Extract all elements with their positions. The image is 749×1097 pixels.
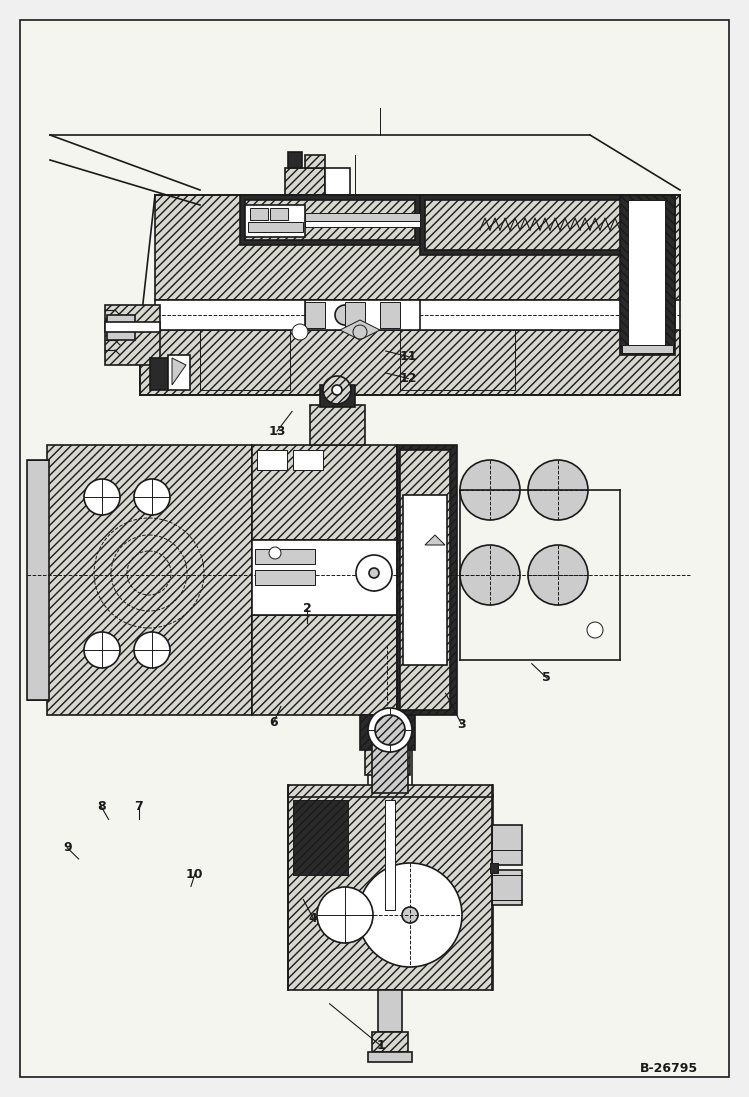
Bar <box>397 445 457 715</box>
Bar <box>620 195 675 355</box>
Text: 1: 1 <box>376 1039 385 1052</box>
Bar <box>622 344 673 353</box>
Bar <box>360 715 415 750</box>
Bar <box>288 152 302 168</box>
Bar <box>252 445 397 540</box>
Bar <box>628 200 665 348</box>
Bar <box>293 450 323 470</box>
Text: 12: 12 <box>399 372 417 385</box>
Bar <box>168 355 190 391</box>
Polygon shape <box>172 358 186 385</box>
Text: B-26795: B-26795 <box>640 1062 698 1074</box>
Bar <box>257 450 287 470</box>
Bar <box>252 540 397 615</box>
Bar <box>150 358 168 391</box>
Polygon shape <box>425 535 445 545</box>
Bar <box>47 445 252 715</box>
Bar <box>490 863 498 873</box>
Circle shape <box>460 460 520 520</box>
Bar <box>105 323 160 332</box>
Polygon shape <box>340 320 380 340</box>
Bar <box>270 208 288 220</box>
Bar <box>255 570 315 585</box>
Bar <box>305 213 420 220</box>
Bar <box>240 195 420 245</box>
Bar <box>310 405 365 445</box>
Circle shape <box>587 622 603 638</box>
Circle shape <box>292 324 308 340</box>
Bar <box>325 168 350 195</box>
Bar <box>27 460 49 700</box>
Circle shape <box>134 632 170 668</box>
Bar <box>345 302 365 328</box>
Text: 10: 10 <box>186 868 204 881</box>
Text: 6: 6 <box>269 716 278 730</box>
Bar <box>200 330 290 391</box>
Bar <box>288 785 493 798</box>
Circle shape <box>84 479 120 514</box>
Bar <box>400 330 515 391</box>
Polygon shape <box>155 195 680 299</box>
Circle shape <box>356 555 392 591</box>
Circle shape <box>335 305 355 325</box>
Bar <box>305 302 325 328</box>
Circle shape <box>369 568 379 578</box>
Bar <box>420 195 675 255</box>
Bar <box>255 548 315 564</box>
Circle shape <box>460 545 520 606</box>
Text: 7: 7 <box>134 800 143 813</box>
Bar <box>368 730 412 795</box>
Bar <box>320 385 355 407</box>
Bar <box>305 155 325 168</box>
Bar <box>105 305 160 365</box>
Bar <box>492 870 522 905</box>
Circle shape <box>368 708 412 753</box>
Bar <box>380 302 400 328</box>
Bar <box>252 615 397 715</box>
Circle shape <box>358 863 462 966</box>
Bar <box>288 795 493 989</box>
Text: 2: 2 <box>303 602 312 615</box>
Circle shape <box>134 479 170 514</box>
Bar <box>248 222 303 231</box>
Circle shape <box>375 715 405 745</box>
Text: 5: 5 <box>542 671 551 685</box>
Text: 9: 9 <box>63 841 72 855</box>
Circle shape <box>269 547 281 559</box>
Circle shape <box>323 376 351 404</box>
Bar <box>378 989 402 1032</box>
Bar <box>305 220 420 227</box>
Bar <box>400 450 450 710</box>
Bar <box>385 800 395 911</box>
Text: 8: 8 <box>97 800 106 813</box>
Circle shape <box>402 907 418 923</box>
Circle shape <box>317 887 373 943</box>
Bar <box>368 1052 412 1062</box>
Text: 11: 11 <box>399 350 417 363</box>
Circle shape <box>528 545 588 606</box>
Bar <box>403 495 447 665</box>
Bar <box>365 750 410 774</box>
Text: 4: 4 <box>309 912 318 925</box>
Bar <box>155 299 675 330</box>
Circle shape <box>353 325 367 339</box>
Bar <box>107 315 135 340</box>
Circle shape <box>528 460 588 520</box>
Bar <box>372 735 408 793</box>
Bar <box>245 205 305 237</box>
Text: 13: 13 <box>268 425 286 438</box>
Bar <box>250 208 268 220</box>
Circle shape <box>84 632 120 668</box>
Bar <box>285 168 325 195</box>
Polygon shape <box>140 330 680 395</box>
Bar <box>425 200 670 250</box>
Bar <box>372 1032 408 1052</box>
Bar <box>245 200 415 240</box>
Text: 3: 3 <box>457 717 466 731</box>
Circle shape <box>332 385 342 395</box>
Bar <box>305 299 420 330</box>
Bar <box>492 825 522 866</box>
Bar <box>293 800 348 875</box>
